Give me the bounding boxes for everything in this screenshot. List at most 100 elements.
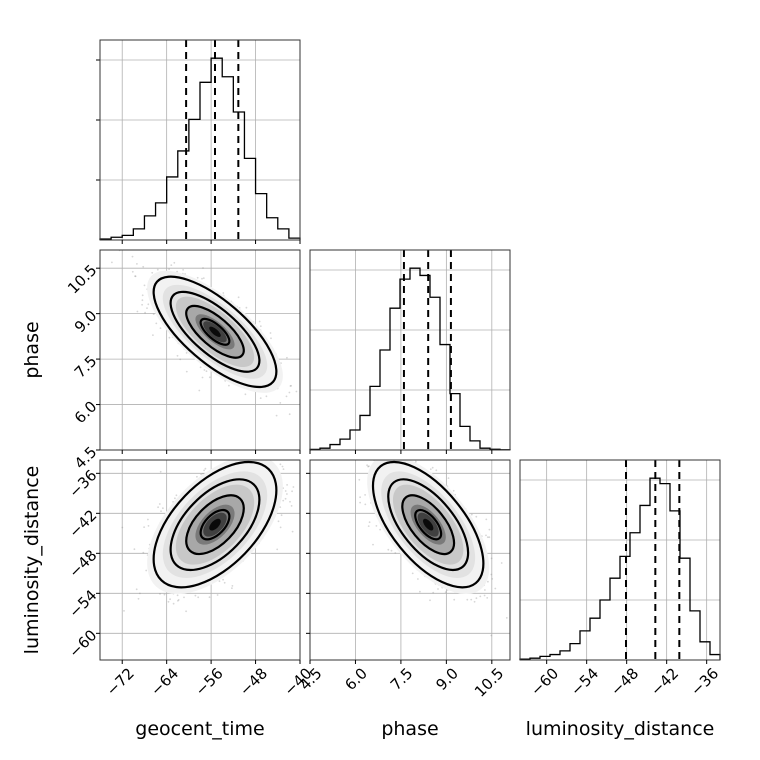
scatter-point	[170, 264, 173, 266]
scatter-point	[176, 594, 179, 597]
panel-frame	[309, 249, 511, 451]
histogram-panel-geocent_time	[96, 39, 301, 244]
scatter-point	[486, 597, 489, 599]
scatter-point	[177, 599, 179, 602]
scatter-point	[288, 413, 291, 416]
scatter-point	[280, 514, 283, 517]
y-tick-label-phase: 10.5	[64, 261, 100, 297]
x-tick-label-geocent_time: −56	[192, 664, 227, 699]
histogram-step	[99, 57, 301, 240]
scatter-point	[284, 490, 287, 492]
scatter-point	[431, 466, 434, 469]
panel-frame	[99, 39, 301, 241]
panel-frame	[519, 459, 721, 661]
scatter-point	[163, 593, 166, 596]
scatter-point	[231, 587, 233, 590]
scatter-point	[432, 591, 435, 594]
scatter-point	[475, 515, 478, 518]
y-axis-label-phase: phase	[21, 321, 43, 378]
scatter-point	[279, 402, 282, 404]
scatter-point	[231, 585, 234, 587]
x-tick-label-geocent_time: −72	[103, 664, 138, 699]
scatter-point	[202, 267, 204, 269]
panel-frame	[99, 459, 301, 661]
scatter-point	[218, 580, 221, 583]
scatter-point	[259, 397, 262, 399]
scatter-point	[176, 354, 179, 357]
scatter-point	[301, 373, 303, 375]
scatter-point	[305, 496, 307, 498]
x-axis-label-phase: phase	[381, 718, 438, 740]
scatter-point	[131, 270, 134, 273]
scatter-point	[201, 376, 204, 379]
scatter-point	[157, 506, 160, 509]
scatter-point	[292, 486, 295, 488]
scatter-point	[473, 600, 476, 603]
scatter-point	[470, 513, 473, 516]
scatter-point	[175, 494, 178, 497]
scatter-point	[368, 521, 371, 524]
scatter-point	[437, 588, 439, 590]
scatter-point	[174, 497, 176, 500]
scatter-point	[435, 469, 438, 472]
x-axis-label-luminosity_distance: luminosity_distance	[526, 718, 715, 740]
scatter-point	[387, 548, 390, 551]
scatter-point	[199, 366, 202, 369]
scatter-point	[203, 469, 206, 472]
scatter-point	[201, 277, 203, 280]
scatter-point	[204, 467, 207, 470]
scatter-point	[295, 390, 298, 393]
scatter-point	[288, 391, 291, 394]
scatter-point	[137, 597, 140, 600]
scatter-point	[488, 528, 491, 531]
scatter-point	[470, 598, 473, 601]
y-axis-label-luminosity_distance: luminosity_distance	[21, 466, 43, 655]
y-tick-label-luminosity_distance: −54	[65, 586, 100, 621]
x-tick-label-phase: 10.5	[471, 664, 507, 700]
scatter-point	[384, 451, 386, 453]
x-tick-label-geocent_time: −64	[147, 664, 182, 699]
scatter-point	[203, 369, 206, 371]
y-tick-label-phase: 9.0	[71, 307, 101, 337]
x-tick-label-geocent_time: −48	[236, 664, 271, 699]
scatter-point	[490, 634, 493, 637]
scatter-point	[364, 494, 366, 496]
scatter-point	[479, 595, 482, 598]
scatter-point	[483, 594, 486, 597]
scatter-point	[159, 327, 162, 330]
scatter-point	[152, 334, 154, 336]
scatter-point	[144, 311, 147, 314]
scatter-point	[359, 496, 361, 499]
contour-line	[185, 494, 245, 556]
panel-content	[111, 250, 303, 417]
scatter-point	[245, 306, 248, 309]
scatter-point	[359, 501, 361, 504]
y-tick-label-luminosity_distance: −60	[65, 626, 100, 661]
contour-line	[169, 478, 261, 572]
scatter-point	[259, 325, 262, 328]
y-tick-label-luminosity_distance: −48	[65, 546, 100, 581]
scatter-point	[134, 275, 137, 278]
x-axis-label-geocent_time: geocent_time	[135, 718, 264, 740]
scatter-point	[197, 596, 200, 599]
scatter-point	[251, 458, 253, 460]
scatter-point	[387, 453, 389, 455]
scatter-point	[194, 594, 197, 597]
scatter-point	[200, 473, 203, 476]
density-level	[209, 518, 221, 531]
scatter-point	[290, 384, 292, 387]
scatter-point	[276, 548, 279, 551]
scatter-point	[185, 610, 188, 613]
y-tick-label-luminosity_distance: −36	[65, 466, 100, 501]
scatter-point	[375, 457, 377, 459]
scatter-point	[367, 525, 370, 527]
contour-line	[401, 494, 456, 556]
contour-line	[387, 478, 470, 572]
scatter-point	[237, 296, 240, 299]
scatter-point	[285, 395, 288, 398]
panel-content	[358, 451, 508, 637]
contour-line	[199, 317, 231, 346]
scatter-point	[228, 384, 230, 387]
scatter-point	[196, 475, 198, 478]
